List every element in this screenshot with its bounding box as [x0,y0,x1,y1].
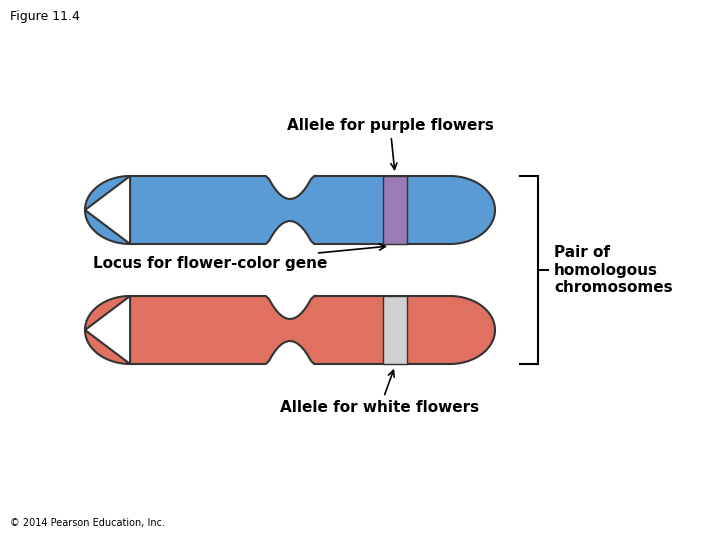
FancyBboxPatch shape [383,176,407,244]
Text: Locus for flower-color gene: Locus for flower-color gene [93,244,385,271]
Polygon shape [85,296,495,364]
Text: © 2014 Pearson Education, Inc.: © 2014 Pearson Education, Inc. [10,518,165,528]
Text: Allele for purple flowers: Allele for purple flowers [287,118,493,170]
Polygon shape [85,176,495,244]
Text: Pair of
homologous
chromosomes: Pair of homologous chromosomes [554,245,672,295]
Text: Figure 11.4: Figure 11.4 [10,10,80,23]
FancyBboxPatch shape [383,296,407,364]
Text: Allele for white flowers: Allele for white flowers [280,370,480,415]
